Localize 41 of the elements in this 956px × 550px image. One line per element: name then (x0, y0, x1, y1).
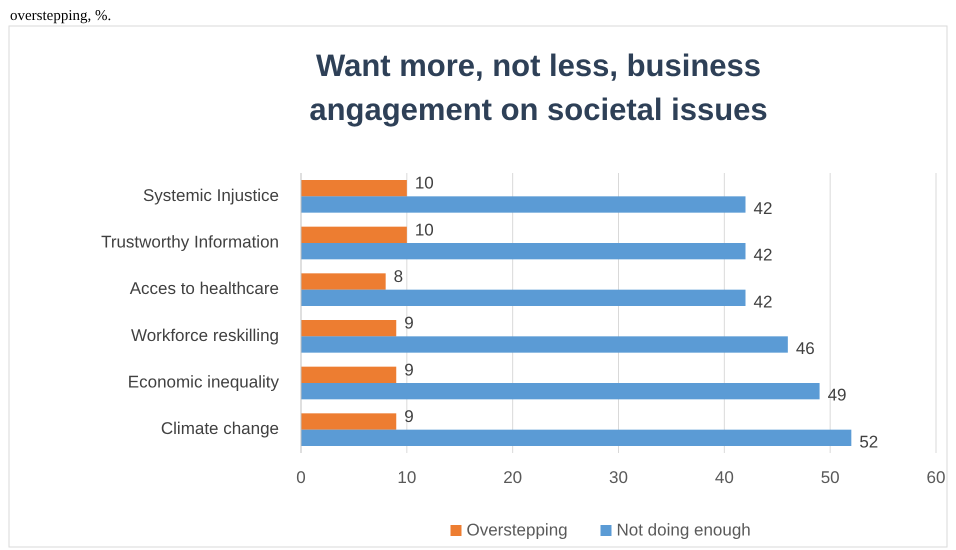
bar (301, 320, 396, 336)
data-label: 42 (754, 198, 772, 218)
legend-label: Overstepping (466, 520, 568, 540)
bar (301, 226, 407, 243)
x-tick-label: 50 (820, 468, 840, 487)
data-label: 8 (394, 266, 404, 286)
y-tick-label: Workforce reskilling (130, 326, 279, 345)
data-label: 9 (404, 406, 414, 426)
data-label: 9 (404, 360, 414, 380)
bar (301, 366, 396, 383)
bar (301, 413, 396, 430)
bar (301, 180, 407, 196)
x-tick-label: 0 (296, 468, 306, 487)
data-label: 52 (859, 432, 878, 452)
data-label: 10 (414, 174, 434, 193)
data-label: 9 (404, 314, 414, 333)
x-tick-label: 10 (397, 468, 416, 487)
y-tick-label: Systemic Injustice (142, 186, 279, 205)
bar (301, 383, 820, 400)
bar (301, 290, 746, 306)
chart-title: Want more, not less, business angagement on societal issues (309, 48, 768, 127)
bar (301, 273, 386, 290)
y-tick-label: Trustworthy Information (101, 232, 279, 252)
x-tick-label: 40 (714, 468, 734, 487)
bar (301, 430, 852, 446)
bar (301, 336, 788, 353)
data-label: 49 (828, 386, 847, 405)
data-label: 10 (414, 220, 434, 240)
x-tick-label: 30 (609, 468, 628, 487)
bar (301, 243, 746, 260)
legend-label: Not doing enough (616, 520, 751, 540)
x-tick-label: 60 (926, 468, 946, 487)
x-tick-label: 20 (503, 468, 522, 487)
data-label: 42 (754, 292, 772, 312)
y-tick-label: Acces to healthcare (130, 279, 279, 298)
y-tick-label: Climate change (160, 419, 279, 438)
text: overstepping, %. (10, 8, 112, 24)
y-tick-label: Economic inequality (128, 372, 280, 392)
bar (301, 196, 746, 213)
data-label: 46 (796, 338, 815, 358)
data-label: 42 (754, 246, 772, 265)
